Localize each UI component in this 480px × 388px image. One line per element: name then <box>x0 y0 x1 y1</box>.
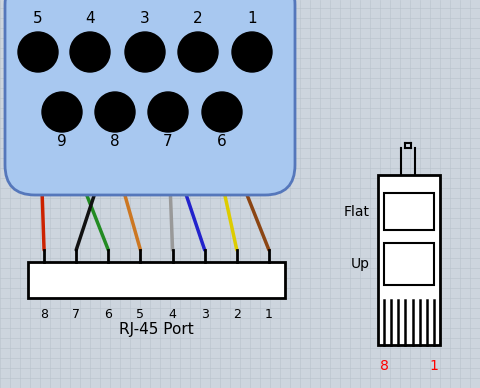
Circle shape <box>148 92 188 132</box>
Circle shape <box>125 32 165 72</box>
Circle shape <box>70 32 110 72</box>
Circle shape <box>202 92 242 132</box>
Circle shape <box>95 92 135 132</box>
Text: 1: 1 <box>430 359 438 373</box>
Bar <box>28 262 285 298</box>
Text: 8: 8 <box>40 308 48 321</box>
Text: 2: 2 <box>193 11 203 26</box>
Bar <box>378 175 440 345</box>
Text: Flat: Flat <box>344 204 370 218</box>
Bar <box>384 243 434 285</box>
Text: 1: 1 <box>247 11 257 26</box>
Text: 9: 9 <box>57 134 67 149</box>
Text: 4: 4 <box>168 308 177 321</box>
Text: 2: 2 <box>233 308 241 321</box>
Text: 7: 7 <box>72 308 80 321</box>
Text: RJ-45 Port: RJ-45 Port <box>119 322 194 337</box>
Text: 1: 1 <box>265 308 273 321</box>
Text: 6: 6 <box>217 134 227 149</box>
Text: 3: 3 <box>140 11 150 26</box>
Text: 6: 6 <box>104 308 112 321</box>
Text: 8: 8 <box>110 134 120 149</box>
Circle shape <box>18 32 58 72</box>
Circle shape <box>178 32 218 72</box>
FancyBboxPatch shape <box>5 0 295 195</box>
Text: 8: 8 <box>380 359 388 373</box>
Text: 3: 3 <box>201 308 209 321</box>
Text: 7: 7 <box>163 134 173 149</box>
Text: 4: 4 <box>85 11 95 26</box>
Bar <box>384 193 434 230</box>
Text: 5: 5 <box>136 308 144 321</box>
Text: Up: Up <box>351 257 370 271</box>
Circle shape <box>232 32 272 72</box>
Circle shape <box>42 92 82 132</box>
Text: 5: 5 <box>33 11 43 26</box>
